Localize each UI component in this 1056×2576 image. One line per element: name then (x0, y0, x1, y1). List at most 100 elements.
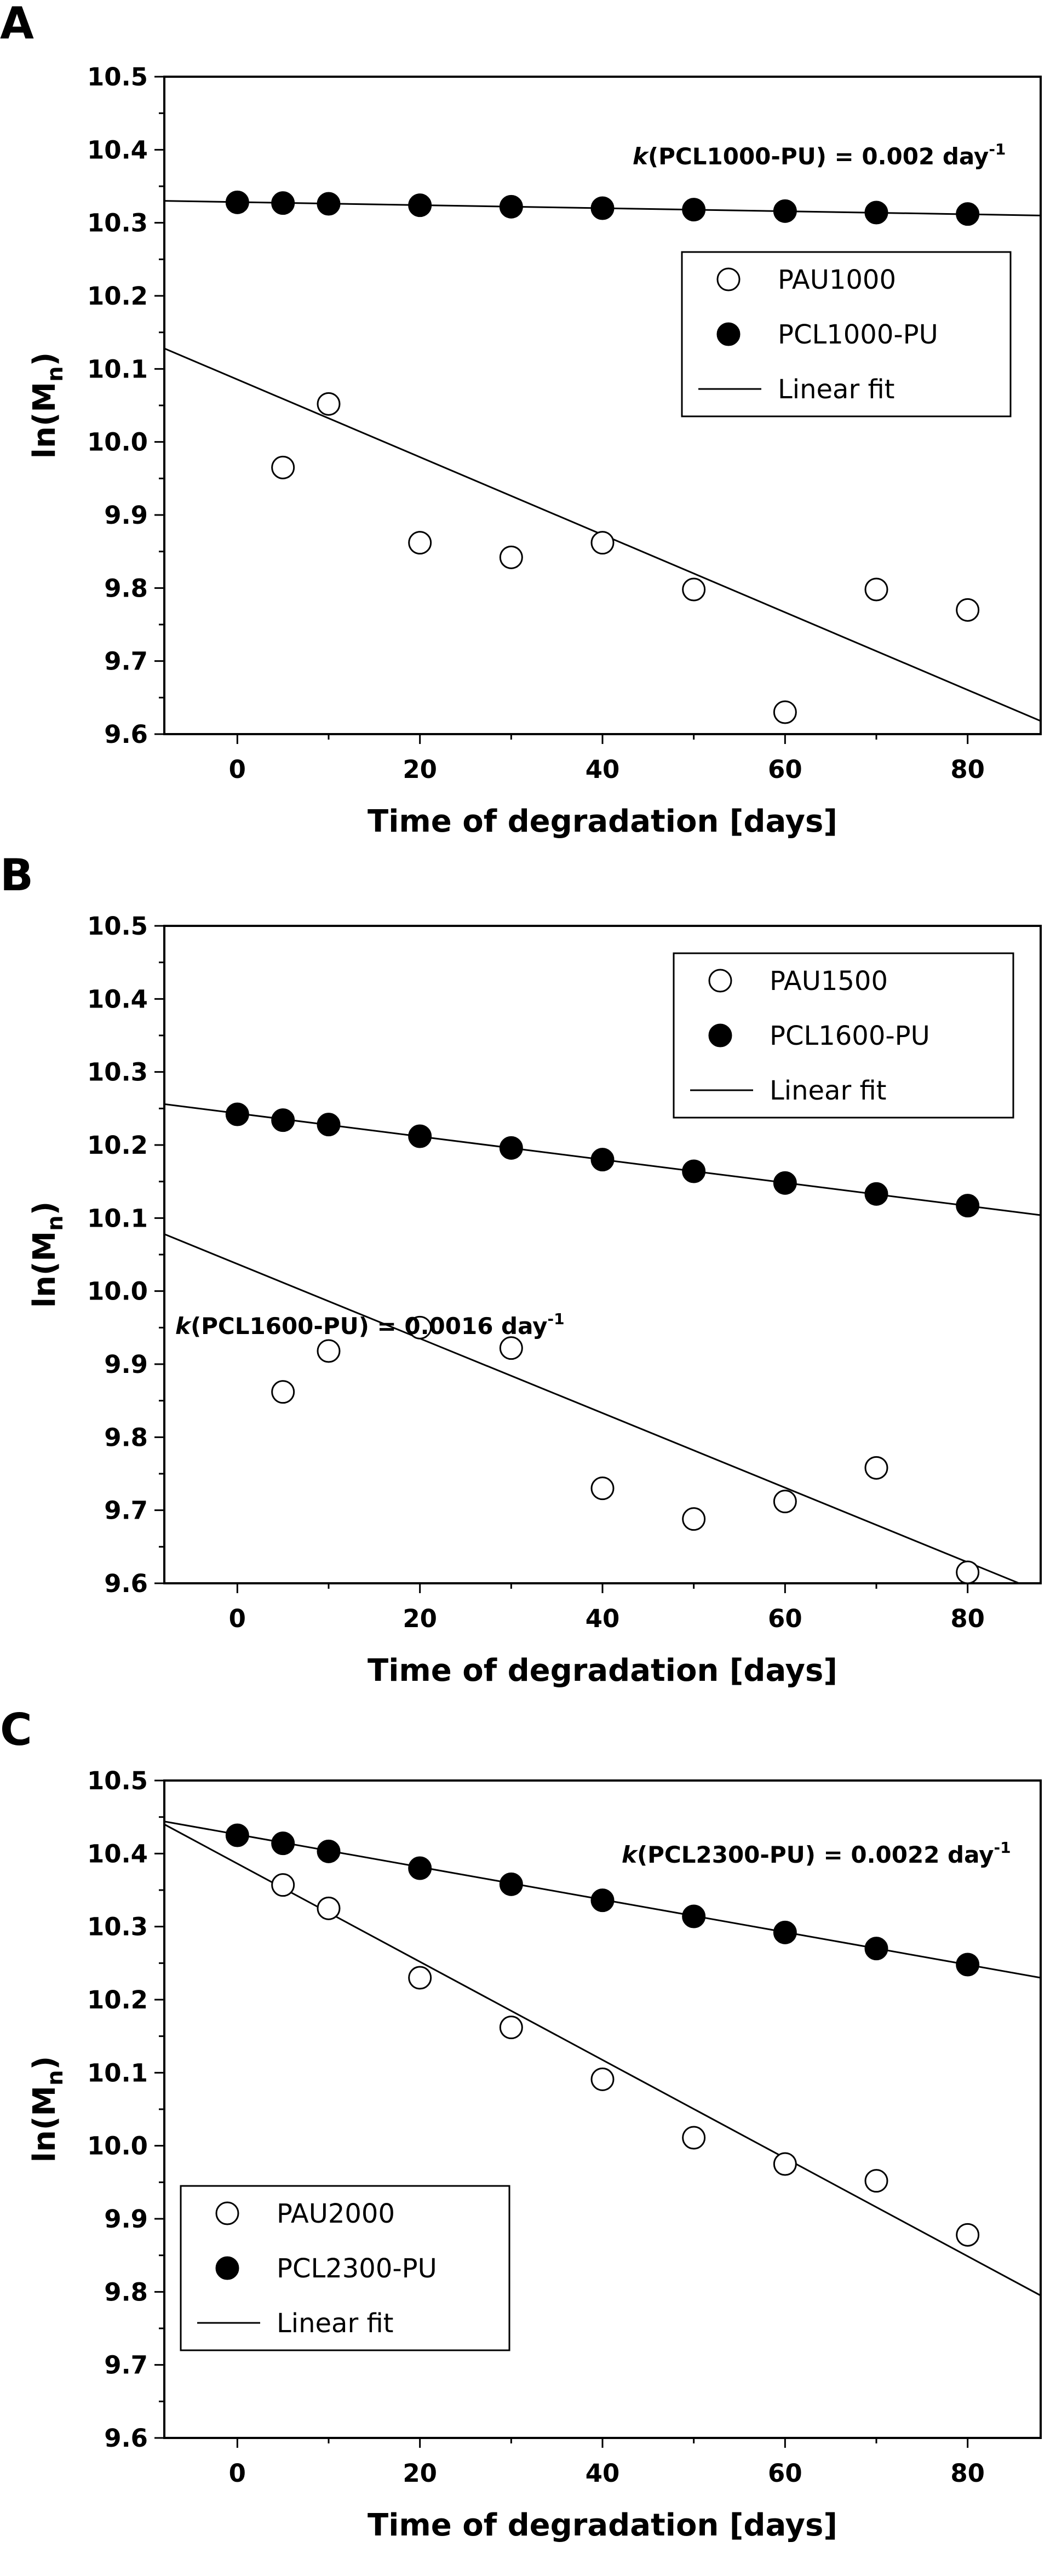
y-tick-label: 10.4 (87, 135, 148, 164)
y-tick-label: 9.9 (104, 2205, 148, 2234)
data-point-filled (318, 1114, 340, 1136)
panel-label: A (0, 0, 34, 49)
data-point-filled (318, 1840, 340, 1862)
legend-marker-filled (718, 323, 739, 345)
y-axis-title-prefix: ln(M (27, 382, 62, 459)
x-tick-label: 40 (586, 755, 620, 784)
y-tick-label: 10.1 (87, 354, 148, 383)
x-axis-title: Time of degradation [days] (368, 804, 837, 839)
rate-constant-annotation: k(PCL2300-PU) = 0.0022 day-1 (622, 1839, 1011, 1868)
data-point-filled (500, 196, 522, 217)
y-tick-label: 10.5 (87, 912, 148, 941)
data-point-filled (865, 1183, 887, 1205)
y-tick-label: 10.3 (87, 1058, 148, 1087)
data-point-open (592, 2068, 613, 2090)
data-point-open (592, 1478, 613, 1499)
data-point-filled (226, 191, 248, 213)
y-tick-label: 10.2 (87, 1985, 148, 2014)
x-tick-label: 40 (586, 1604, 620, 1633)
panel-label: C (0, 1704, 32, 1755)
y-tick-label: 10.0 (87, 428, 148, 457)
data-point-filled (957, 1954, 979, 1976)
data-point-filled (683, 199, 705, 221)
data-point-filled (774, 200, 796, 222)
x-axis-title: Time of degradation [days] (368, 2508, 837, 2543)
annotation-k: k (622, 1841, 639, 1868)
x-tick-label: 60 (768, 755, 802, 784)
x-tick-label: 0 (229, 755, 246, 784)
data-point-open (318, 1340, 340, 1362)
y-tick-label: 9.6 (104, 2424, 148, 2453)
y-tick-label: 10.2 (87, 282, 148, 311)
y-tick-label: 9.6 (104, 720, 148, 749)
y-tick-label: 10.3 (87, 1913, 148, 1942)
y-tick-label: 10.0 (87, 1277, 148, 1306)
legend-label: PAU2000 (277, 2199, 395, 2229)
y-tick-label: 9.7 (104, 2351, 148, 2380)
chart-panel-b: B 9.6 9.7 9.8 9.9 10.0 10.1 10.2 10.3 10.4 10.5 0 20… (0, 850, 1041, 1688)
y-axis-title-suffix: ) (27, 1201, 62, 1216)
data-point-filled (592, 1890, 613, 1911)
chart-panel-c: C 9.6 9.7 9.8 9.9 10.0 10.1 10.2 10.3 10.4 10.5 0 20… (0, 1704, 1041, 2543)
fit-line (164, 1234, 1041, 1592)
y-tick-label: 10.3 (87, 209, 148, 238)
figure: A 9.6 9.7 9.8 9.9 10.0 10.1 10.2 10.3 10.4 10.5 0 20… (0, 0, 1056, 2576)
legend-label: PCL2300-PU (277, 2253, 437, 2284)
data-point-open (500, 546, 522, 568)
data-point-open (865, 579, 887, 600)
legend-marker-filled (216, 2257, 238, 2279)
data-point-filled (318, 193, 340, 215)
y-tick-label: 10.5 (87, 62, 148, 91)
data-point-filled (409, 1857, 431, 1879)
x-axis-title: Time of degradation [days] (368, 1653, 837, 1688)
data-point-open (774, 2153, 796, 2175)
annotation-text: (PCL1600-PU) = 0.0016 day (191, 1313, 548, 1339)
legend: PAU1000 PCL1000-PU Linear fit (682, 252, 1011, 416)
y-tick-label: 9.9 (104, 501, 148, 530)
data-point-open (318, 1897, 340, 1919)
data-point-filled (957, 1195, 979, 1217)
data-point-open (409, 532, 431, 554)
data-point-filled (774, 1921, 796, 1943)
data-point-open (683, 2127, 705, 2149)
x-tick-label: 80 (950, 1604, 985, 1633)
data-point-open (865, 1457, 887, 1479)
data-point-filled (500, 1873, 522, 1895)
data-point-open (272, 456, 294, 478)
data-point-filled (409, 1125, 431, 1147)
x-tick-label: 40 (586, 2459, 620, 2488)
y-axis-title: ln(Mn) (27, 1201, 68, 1308)
data-point-filled (500, 1137, 522, 1159)
y-tick-label: 10.5 (87, 1766, 148, 1795)
annotation-text: (PCL1000-PU) = 0.002 day (648, 143, 989, 170)
legend-label: PAU1500 (770, 966, 888, 997)
data-point-filled (774, 1172, 796, 1194)
y-tick-label: 9.8 (104, 574, 148, 603)
data-point-filled (683, 1905, 705, 1927)
annotation-k: k (633, 143, 650, 170)
data-point-open (409, 1967, 431, 1989)
data-point-filled (272, 1833, 294, 1854)
data-point-open (957, 599, 979, 621)
y-tick-label: 9.9 (104, 1350, 148, 1379)
y-tick-label: 9.6 (104, 1569, 148, 1598)
data-point-open (592, 532, 613, 554)
y-tick-label: 9.8 (104, 1423, 148, 1452)
x-tick-label: 20 (403, 2459, 437, 2488)
legend-marker-open (709, 970, 731, 992)
panel-label: B (0, 850, 33, 901)
data-point-open (683, 579, 705, 600)
data-point-open (774, 701, 796, 723)
y-axis-title: ln(Mn) (27, 352, 68, 459)
data-point-filled (865, 1938, 887, 1960)
x-tick-label: 0 (229, 2459, 246, 2488)
data-point-filled (409, 194, 431, 216)
legend-marker-filled (709, 1024, 731, 1046)
annotation-k: k (175, 1313, 192, 1339)
x-tick-label: 60 (768, 1604, 802, 1633)
chart-panel-a: A 9.6 9.7 9.8 9.9 10.0 10.1 10.2 10.3 10.4 10.5 0 20… (0, 0, 1041, 839)
legend-marker-open (718, 268, 739, 290)
y-tick-label: 10.0 (87, 2132, 148, 2161)
legend-label: Linear fit (778, 374, 895, 405)
legend-label: PCL1000-PU (778, 319, 938, 350)
